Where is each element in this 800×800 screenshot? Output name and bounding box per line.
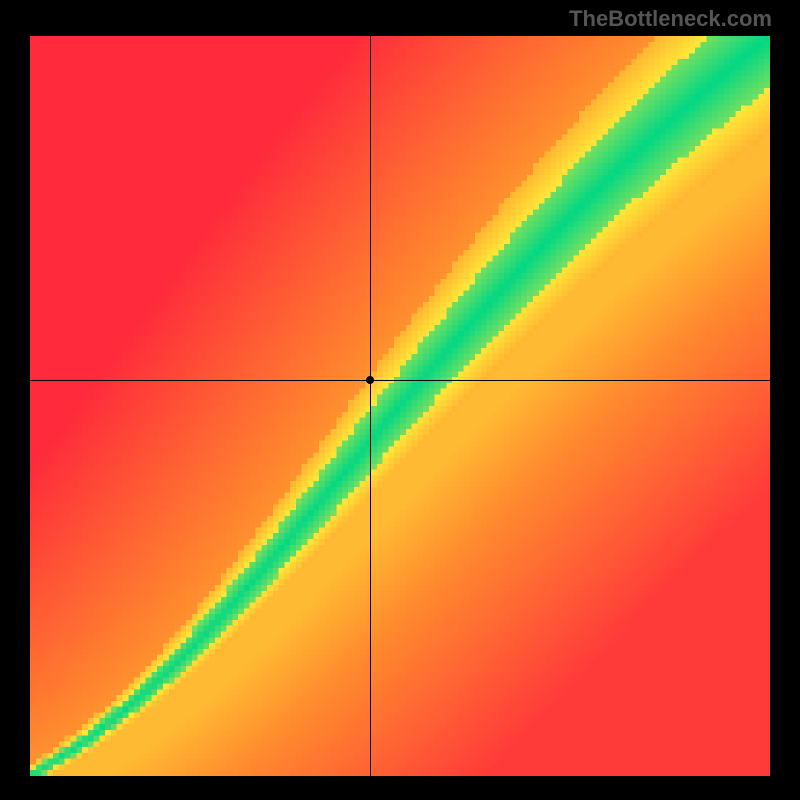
crosshair-marker [366,376,374,384]
chart-container: TheBottleneck.com [0,0,800,800]
crosshair-horizontal [30,380,770,381]
bottleneck-heatmap [30,36,770,776]
crosshair-vertical [370,36,371,776]
watermark-text: TheBottleneck.com [569,6,772,32]
